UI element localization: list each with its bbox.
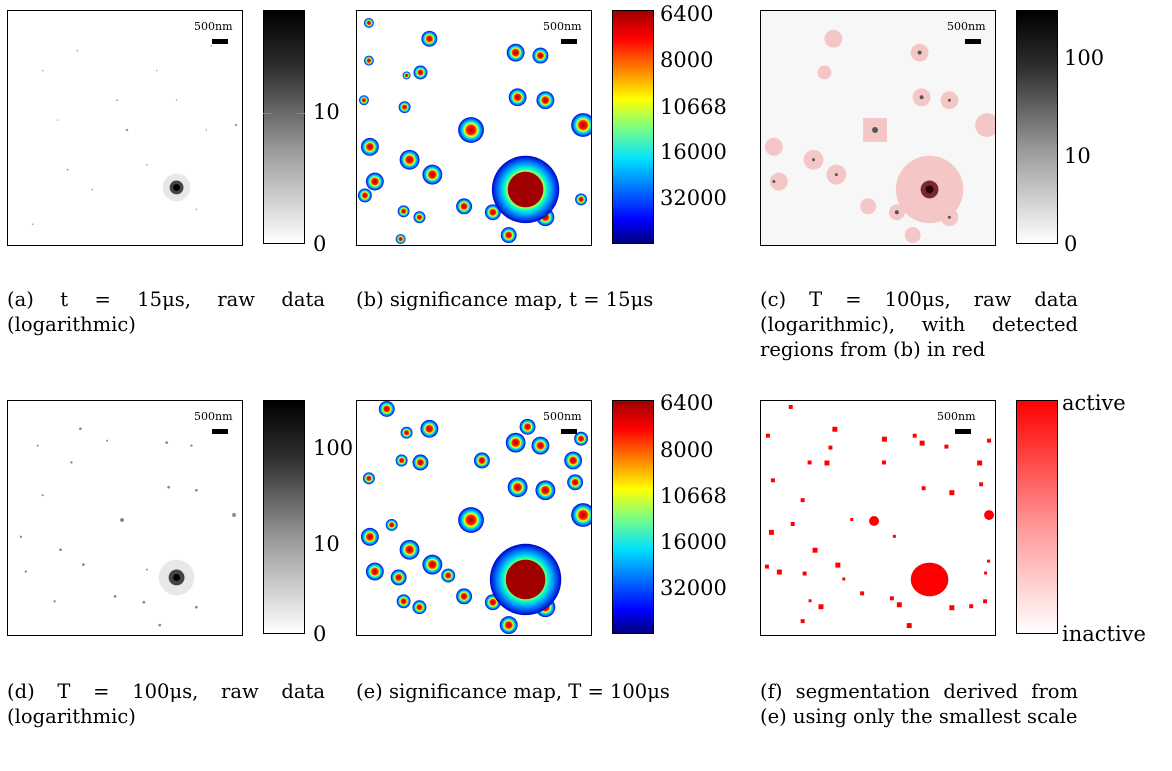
colorbar-tick-label: 16000 — [660, 530, 727, 554]
scale-bar-label: 500nm — [543, 410, 582, 423]
colorbar-tick-label: 10 — [313, 100, 340, 124]
colorbar-f — [1016, 400, 1058, 634]
colorbar-tickmark — [263, 113, 271, 114]
colorbar-tick-label: inactive — [1062, 622, 1146, 646]
scale-bar-label: 500nm — [194, 410, 233, 423]
significance-map-e — [360, 401, 591, 635]
panel-e-image: 500nm — [356, 400, 592, 636]
colorbar-tick-label: 8000 — [660, 48, 714, 72]
scale-bar-label: 500nm — [194, 20, 233, 33]
caption-c: (c) T = 100μs, raw data (logarithmic), w… — [760, 288, 1078, 361]
colorbar-tick-label: 0 — [313, 622, 327, 646]
caption-f: (f) segmentation derived from (e) using … — [760, 680, 1078, 728]
colorbar-tick-label: 32000 — [660, 576, 727, 600]
colorbar-tick-label: 0 — [1064, 232, 1078, 256]
scale-bar — [212, 429, 228, 434]
panel-b-image: 500nm — [356, 10, 592, 246]
panel-a-image: 500nm — [7, 10, 243, 246]
scale-bar — [965, 39, 981, 44]
raw-data-overlay-plot-c — [761, 11, 995, 245]
raw-data-plot-a — [31, 44, 238, 225]
colorbar-a — [263, 10, 305, 244]
colorbar-tick-label: 32000 — [660, 186, 727, 210]
colorbar-tickmark — [297, 113, 305, 114]
segmentation-map-f — [764, 404, 995, 629]
raw-data-plot-d — [19, 427, 237, 627]
colorbar-tick-label: 10668 — [660, 95, 727, 119]
colorbar-tick-label: 16000 — [660, 140, 727, 164]
scale-bar-label: 500nm — [543, 20, 582, 33]
colorbar-d — [263, 400, 305, 634]
caption-b: (b) significance map, t = 15μs — [356, 288, 654, 311]
colorbar-e — [612, 400, 654, 634]
colorbar-tick-label: 8000 — [660, 438, 714, 462]
colorbar-b — [612, 10, 654, 244]
colorbar-tick-label: 10 — [313, 532, 340, 556]
panel-d-image: 500nm — [7, 400, 243, 636]
scale-bar-label: 500nm — [937, 410, 976, 423]
significance-map-b — [357, 17, 591, 245]
scale-bar — [955, 429, 971, 434]
caption-e: (e) significance map, T = 100μs — [356, 680, 670, 703]
colorbar-tick-label: 100 — [313, 436, 354, 460]
colorbar-tick-label: active — [1062, 391, 1126, 415]
panel-c-image: 500nm — [760, 10, 996, 246]
colorbar-tick-label: 10 — [1064, 144, 1091, 168]
colorbar-tick-label: 10668 — [660, 484, 727, 508]
scale-bar — [561, 39, 577, 44]
colorbar-c — [1016, 10, 1058, 244]
colorbar-tick-label: 6400 — [660, 2, 714, 26]
scale-bar — [561, 429, 577, 434]
panel-f-image: 500nm — [760, 400, 996, 636]
scale-bar-label: 500nm — [947, 20, 986, 33]
colorbar-tick-label: 6400 — [660, 391, 714, 415]
colorbar-tick-label: 0 — [313, 232, 327, 256]
colorbar-tick-label: 100 — [1064, 46, 1105, 70]
scale-bar — [212, 39, 228, 44]
caption-a: (a) t = 15μs, raw data (logarithmic) — [7, 288, 325, 336]
caption-d: (d) T = 100μs, raw data (logarithmic) — [7, 680, 325, 728]
